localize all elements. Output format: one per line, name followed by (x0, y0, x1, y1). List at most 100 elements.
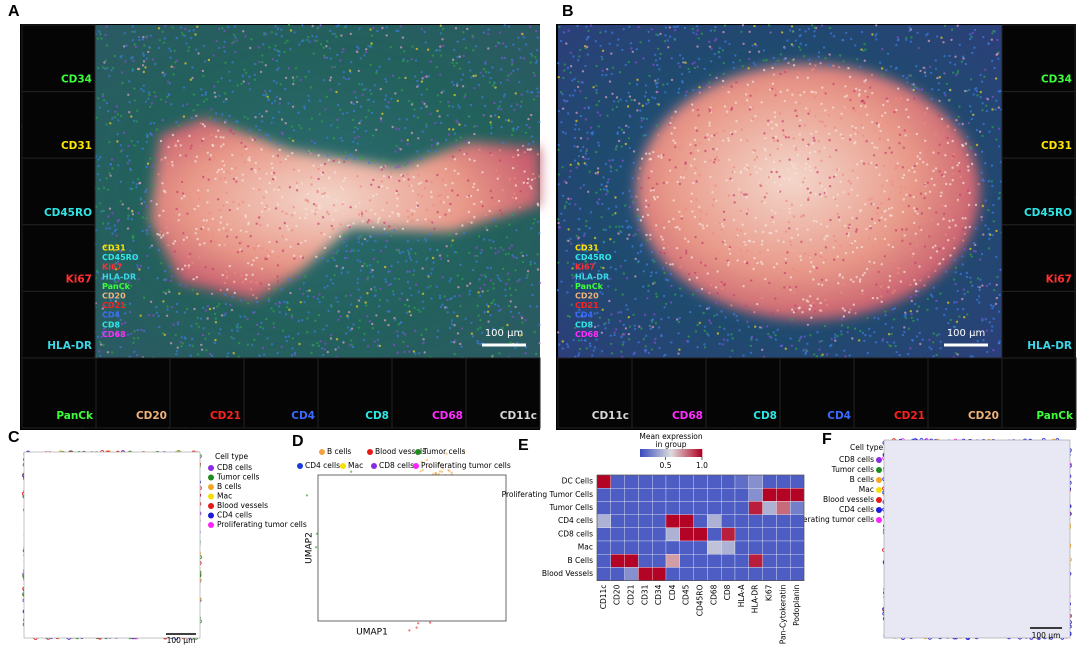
texture-dot (257, 46, 261, 49)
texture-dot (577, 80, 580, 84)
texture-dot (421, 292, 425, 295)
texture-dot (320, 347, 324, 350)
texture-dot (812, 278, 815, 281)
texture-dot (116, 260, 120, 263)
texture-dot (453, 132, 457, 135)
texture-dot (977, 182, 980, 186)
texture-dot (411, 189, 414, 193)
texture-dot (904, 311, 907, 314)
texture-dot (684, 249, 688, 253)
texture-dot (465, 140, 468, 143)
texture-dot (743, 232, 747, 235)
texture-dot (124, 321, 127, 324)
texture-dot (378, 216, 381, 219)
texture-dot (274, 207, 278, 210)
texture-dot (283, 50, 286, 54)
texture-dot (520, 315, 523, 318)
texture-dot (447, 259, 450, 263)
texture-dot (805, 299, 808, 302)
texture-dot (959, 175, 962, 179)
texture-dot (370, 34, 374, 37)
texture-dot (255, 281, 258, 284)
texture-dot (903, 234, 906, 237)
texture-dot (337, 346, 340, 349)
texture-dot (140, 87, 143, 91)
texture-dot (193, 207, 196, 211)
texture-dot (889, 214, 892, 217)
texture-dot (971, 284, 974, 287)
texture-dot (636, 252, 640, 255)
texture-dot (410, 294, 413, 297)
texture-dot (324, 342, 327, 345)
texture-dot (727, 194, 730, 197)
texture-dot (162, 290, 165, 294)
texture-dot (330, 124, 333, 127)
texture-dot (335, 199, 338, 202)
texture-dot (669, 301, 673, 304)
texture-dot (809, 169, 813, 172)
texture-dot (421, 300, 425, 303)
texture-dot (961, 143, 964, 147)
texture-dot (449, 212, 452, 215)
texture-dot (504, 288, 507, 291)
texture-dot (429, 248, 432, 251)
texture-dot (628, 325, 632, 328)
texture-dot (509, 341, 512, 344)
texture-dot (963, 316, 966, 319)
texture-dot (222, 136, 225, 139)
texture-dot (742, 285, 745, 288)
texture-dot (655, 295, 659, 298)
texture-dot (218, 208, 221, 212)
texture-dot (335, 90, 338, 94)
texture-dot (500, 56, 504, 60)
texture-dot (439, 32, 443, 35)
texture-dot (335, 25, 338, 28)
texture-dot (334, 296, 338, 299)
texture-dot (775, 229, 778, 233)
texture-dot (491, 66, 494, 69)
texture-dot (959, 272, 962, 276)
texture-dot (112, 296, 115, 300)
texture-dot (195, 155, 199, 158)
texture-dot (99, 32, 102, 36)
texture-dot (459, 136, 462, 139)
texture-dot (395, 166, 398, 169)
texture-dot (292, 79, 295, 82)
texture-dot (472, 200, 476, 203)
texture-dot (703, 343, 706, 346)
texture-dot (712, 161, 716, 164)
texture-dot (117, 280, 120, 283)
texture-dot (697, 149, 700, 152)
texture-dot (585, 38, 588, 41)
texture-dot (289, 245, 292, 248)
texture-dot (293, 211, 296, 214)
texture-dot (730, 333, 733, 336)
texture-dot (570, 197, 573, 201)
texture-dot (173, 240, 177, 243)
texture-dot (727, 333, 730, 336)
texture-dot (923, 71, 927, 74)
texture-dot (145, 165, 148, 168)
texture-dot (762, 59, 765, 62)
texture-dot (724, 316, 727, 319)
texture-dot (276, 203, 280, 206)
texture-dot (878, 137, 881, 140)
texture-dot (691, 151, 694, 155)
texture-dot (197, 197, 201, 201)
texture-dot (301, 24, 304, 27)
texture-dot (182, 86, 186, 89)
texture-dot (234, 50, 237, 54)
texture-dot (366, 315, 369, 318)
texture-dot (392, 293, 395, 296)
texture-dot (171, 164, 174, 167)
texture-dot (262, 43, 265, 46)
texture-dot (770, 170, 773, 174)
texture-dot (607, 321, 611, 324)
texture-dot (733, 83, 736, 86)
texture-dot (468, 293, 471, 296)
texture-dot (961, 228, 965, 231)
texture-dot (795, 347, 798, 350)
texture-dot (145, 57, 149, 60)
texture-dot (222, 45, 225, 49)
texture-dot (568, 94, 572, 97)
